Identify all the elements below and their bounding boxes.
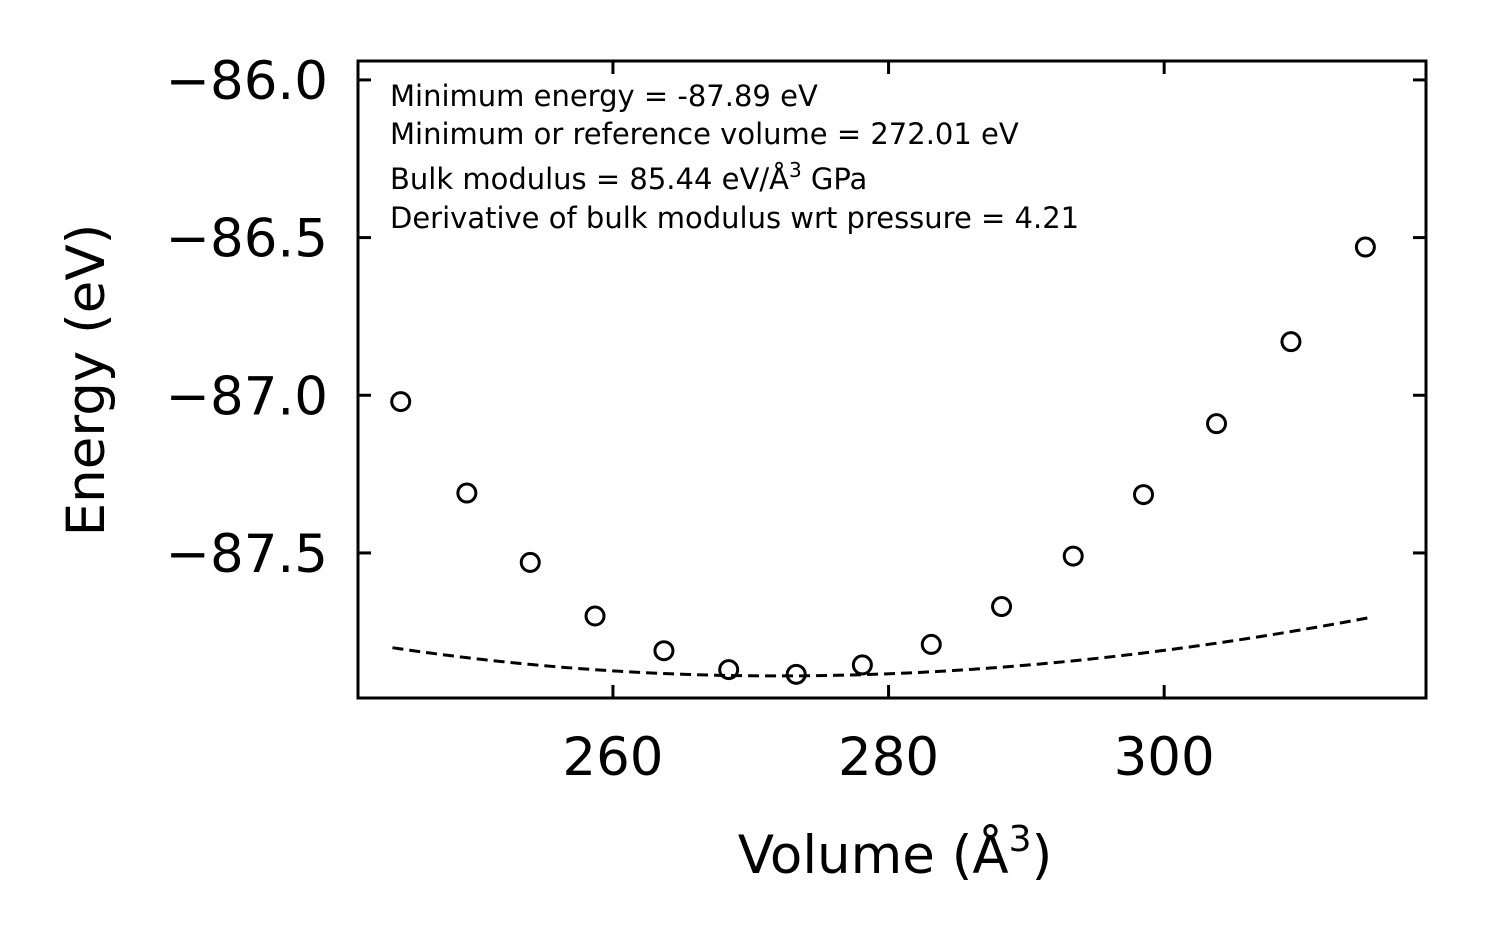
plot-frame (356, 59, 1428, 700)
data-point (584, 605, 606, 627)
fit-curve (392, 616, 1369, 678)
data-point (991, 596, 1013, 618)
data-point (456, 482, 478, 504)
data-point (718, 659, 740, 681)
data-point (851, 654, 873, 676)
y-tick-labels: −86.0 −86.5 −87.0 −87.5 (166, 51, 328, 585)
data-point (920, 633, 942, 655)
data-point (1206, 413, 1228, 435)
data-point (390, 391, 412, 413)
y-axis-title: Energy (eV) (56, 224, 117, 537)
x-tick-label: 280 (838, 727, 939, 788)
annotation-min-volume: Minimum or reference volume = 272.01 eV (390, 117, 1019, 151)
y-tick-label: −86.0 (166, 51, 328, 112)
data-point (1062, 545, 1084, 567)
data-points (390, 236, 1376, 685)
data-point (1133, 484, 1154, 506)
x-tick-label: 260 (562, 727, 663, 788)
data-point (785, 663, 807, 685)
axis-ticks (358, 61, 1426, 698)
data-point (1354, 236, 1376, 258)
annotation-box: Minimum energy = -87.89 eV Minimum or re… (390, 79, 1079, 235)
y-tick-label: −87.0 (166, 366, 328, 427)
annotation-bulk-modulus: Bulk modulus = 85.44 eV/Å3 GPa (390, 158, 867, 196)
data-point (1280, 331, 1302, 353)
y-tick-label: −87.5 (166, 524, 328, 585)
x-axis-title: Volume (Å3) (738, 819, 1053, 886)
annotation-min-energy: Minimum energy = -87.89 eV (390, 79, 818, 113)
y-tick-label: −86.5 (166, 209, 328, 270)
x-tick-label: 300 (1114, 727, 1215, 788)
data-point (519, 551, 541, 573)
annotation-bulk-derivative: Derivative of bulk modulus wrt pressure … (390, 201, 1079, 235)
x-tick-labels: 260 280 300 (562, 727, 1214, 788)
data-point (653, 640, 675, 662)
